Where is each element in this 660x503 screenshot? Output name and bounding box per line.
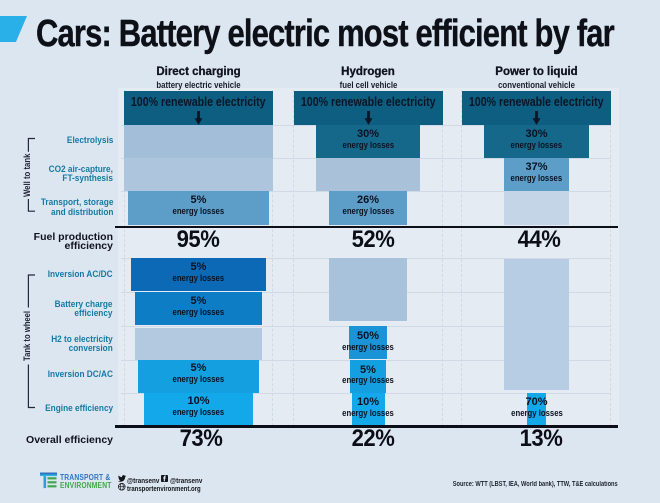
- svg-text:Tank to wheel: Tank to wheel: [22, 311, 32, 361]
- svg-text:Well to tank: Well to tank: [22, 153, 32, 197]
